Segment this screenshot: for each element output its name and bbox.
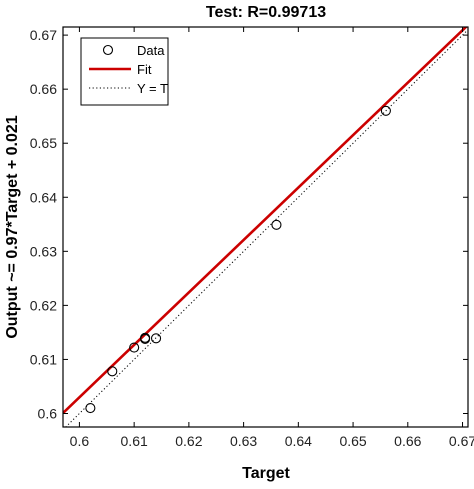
plot-frame [62, 26, 469, 428]
plot-content [63, 27, 468, 427]
axis-ticks: 0.6 0.61 0.62 0.63 0.64 0.65 0.66 0.67 0.6 0.61 0.… [30, 27, 474, 449]
x-tick-label: 0.62 [175, 433, 202, 449]
legend-data-marker [102, 44, 114, 56]
y-tick-label: 0.67 [30, 27, 57, 43]
y-tick-label: 0.64 [30, 189, 57, 205]
fit-line [63, 27, 468, 414]
y-tick-label: 0.63 [30, 243, 57, 259]
data-point [380, 105, 391, 116]
data-point [271, 219, 282, 230]
y-tick-label: 0.66 [30, 81, 57, 97]
legend-label: Y = T [137, 81, 168, 96]
x-tick-label: 0.66 [394, 433, 421, 449]
x-tick-label: 0.64 [285, 433, 312, 449]
data-point [140, 333, 151, 344]
y-tick-label: 0.61 [30, 351, 57, 367]
data-point [150, 333, 162, 344]
data-point [85, 403, 96, 414]
data-point [129, 342, 140, 353]
legend-box [80, 37, 169, 106]
y-axis-label: Output ~= 0.97*Target + 0.021 [4, 115, 21, 338]
x-axis-label: Target [242, 465, 290, 482]
y-tick-label: 0.62 [30, 297, 57, 313]
legend-label: Fit [137, 62, 152, 77]
chart-title: Test: R=0.99713 [206, 4, 326, 21]
x-tick-label: 0.61 [121, 433, 148, 449]
legend: Data Fit Y = T [80, 37, 169, 106]
identity-line [65, 29, 468, 427]
data-point [107, 366, 118, 377]
x-tick-label: 0.6 [70, 433, 90, 449]
y-tick-label: 0.6 [38, 405, 58, 421]
x-tick-label: 0.67 [449, 433, 474, 449]
legend-label: Data [137, 43, 165, 58]
y-tick-label: 0.65 [30, 135, 57, 151]
x-tick-label: 0.65 [339, 433, 366, 449]
x-tick-label: 0.63 [230, 433, 257, 449]
